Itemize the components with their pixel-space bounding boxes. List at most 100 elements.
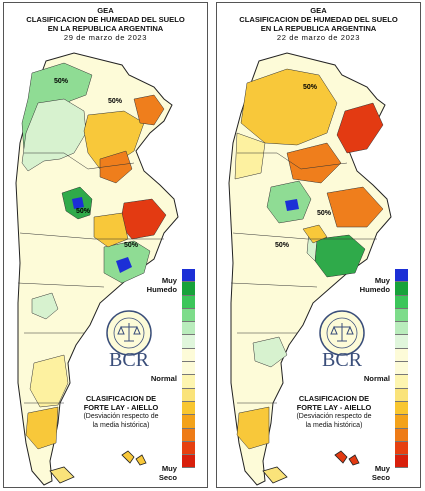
light-wet-zone-rionegro <box>31 292 59 320</box>
tierra-del-fuego <box>262 466 288 484</box>
islas-malvinas <box>334 450 348 464</box>
legend-swatch-15 <box>395 455 408 469</box>
bcr-seal-logo <box>319 310 365 356</box>
legend-wet-label-line1: Muy <box>161 276 177 285</box>
method-caption: CLASIFICACION DE FORTE LAY - AIELLO (Des… <box>66 394 176 430</box>
legend-dry-label-line1: Muy <box>161 464 177 473</box>
legend-normal-label: Normal <box>150 374 177 383</box>
very-dry-zone-northeast <box>133 94 165 126</box>
legend-swatch-4 <box>395 308 408 323</box>
legend-swatch-1 <box>182 269 195 283</box>
method-line-2: FORTE LAY - AIELLO <box>83 403 159 412</box>
map-header: GEA CLASIFICACION DE HUMEDAD DEL SUELO E… <box>217 6 420 42</box>
islas-malvinas-2 <box>348 454 360 466</box>
color-legend <box>182 269 195 469</box>
legend-swatch-3 <box>395 295 408 309</box>
legend-swatch-5 <box>182 322 195 336</box>
map-label-50pct-3: 50% <box>317 210 332 217</box>
legend-wet-label-line2: Humedo <box>359 285 390 294</box>
header-date: 29 de marzo de 2023 <box>63 33 148 42</box>
legend-swatch-9 <box>395 375 408 389</box>
tierra-del-fuego <box>49 466 75 484</box>
method-caption: CLASIFICACION DE FORTE LAY - AIELLO (Des… <box>279 394 389 430</box>
legend-wet-label-line1: Muy <box>374 276 390 285</box>
province-borders <box>17 152 164 404</box>
legend-swatch-5 <box>395 322 408 336</box>
map-header: GEA CLASIFICACION DE HUMEDAD DEL SUELO E… <box>4 6 207 42</box>
method-line-2: FORTE LAY - AIELLO <box>296 403 372 412</box>
light-dry-zone-northwest <box>234 132 266 180</box>
legend-swatch-13 <box>182 428 195 442</box>
method-line-4: la media histórica) <box>92 422 150 429</box>
legend-dry-label: Muy Seco <box>372 464 390 482</box>
map-label-50pct-1: 50% <box>303 84 318 91</box>
header-title-1: CLASIFICACION DE HUMEDAD DEL SUELO <box>239 15 398 24</box>
legend-dry-label-line2: Seco <box>158 473 177 482</box>
legend-swatch-7 <box>395 348 408 363</box>
legend-swatch-4 <box>182 308 195 323</box>
extreme-wet-core-cordoba <box>285 199 299 211</box>
legend-swatch-14 <box>395 441 408 456</box>
map-label-50pct-2: 50% <box>275 242 290 249</box>
legend-swatch-2 <box>395 282 408 296</box>
legend-swatch-9 <box>182 375 195 389</box>
legend-swatch-12 <box>395 415 408 429</box>
map-label-50pct-2: 50% <box>108 98 123 105</box>
legend-wet-label-line2: Humedo <box>146 285 177 294</box>
legend-swatch-11 <box>182 401 195 416</box>
dry-zone-pampas <box>302 224 328 244</box>
legend-dry-label-line1: Muy <box>374 464 390 473</box>
legend-swatch-8 <box>182 362 195 376</box>
legend-swatch-10 <box>395 388 408 402</box>
method-line-4: la media histórica) <box>305 422 363 429</box>
legend-dry-label-line2: Seco <box>371 473 390 482</box>
legend-swatch-12 <box>182 415 195 429</box>
extreme-dry-zone-northeast <box>336 102 384 154</box>
legend-swatch-7 <box>182 348 195 363</box>
province-borders <box>230 152 377 404</box>
legend-wet-label: Muy Humedo <box>147 276 177 294</box>
legend-dry-label: Muy Seco <box>159 464 177 482</box>
bcr-logo-text: BCR <box>108 349 150 371</box>
legend-swatch-15 <box>182 455 195 469</box>
header-org: GEA <box>310 6 327 15</box>
header-title-2: EN LA REPUBLICA ARGENTINA <box>260 24 377 33</box>
header-date: 22 de marzo de 2023 <box>276 33 361 42</box>
method-line-3: (Desviación respecto de <box>296 413 372 420</box>
method-line-3: (Desviación respecto de <box>83 413 159 420</box>
legend-swatch-10 <box>182 388 195 402</box>
legend-swatch-14 <box>182 441 195 456</box>
extreme-wet-core-south <box>116 257 132 273</box>
islas-malvinas-2 <box>135 454 147 466</box>
panel-march-22: 50% 50% 50% GEA CLASIFICACION DE HUMEDAD… <box>216 2 421 488</box>
islas-malvinas <box>121 450 135 464</box>
bcr-logo-text: BCR <box>321 349 363 371</box>
legend-swatch-3 <box>182 295 195 309</box>
color-legend <box>395 269 408 469</box>
legend-swatch-8 <box>395 362 408 376</box>
soil-moisture-map: 50% 50% 50% <box>228 52 392 486</box>
dry-zone-pampas <box>93 212 129 248</box>
very-dry-zone-central <box>99 150 133 184</box>
legend-swatch-1 <box>395 269 408 283</box>
argentina-outline <box>228 52 392 486</box>
method-line-1: CLASIFICACION DE <box>85 394 157 403</box>
map-label-50pct-4: 50% <box>124 242 139 249</box>
very-dry-zone-center-north <box>286 142 342 184</box>
light-wet-zone-patagonia <box>252 336 288 368</box>
very-dry-zone-east <box>326 186 384 228</box>
header-title-1: CLASIFICACION DE HUMEDAD DEL SUELO <box>26 15 185 24</box>
legend-swatch-13 <box>395 428 408 442</box>
legend-wet-label: Muy Humedo <box>360 276 390 294</box>
legend-swatch-6 <box>395 335 408 349</box>
method-line-1: CLASIFICACION DE <box>298 394 370 403</box>
legend-swatch-6 <box>182 335 195 349</box>
dry-zone-santa-cruz <box>236 406 270 450</box>
legend-swatch-2 <box>182 282 195 296</box>
soil-moisture-map: 50% 50% 50% 50% <box>15 52 179 486</box>
dry-zone-north <box>240 68 338 146</box>
extreme-wet-core-cordoba <box>72 197 84 209</box>
map-label-50pct-3: 50% <box>76 208 91 215</box>
legend-normal-label: Normal <box>363 374 390 383</box>
